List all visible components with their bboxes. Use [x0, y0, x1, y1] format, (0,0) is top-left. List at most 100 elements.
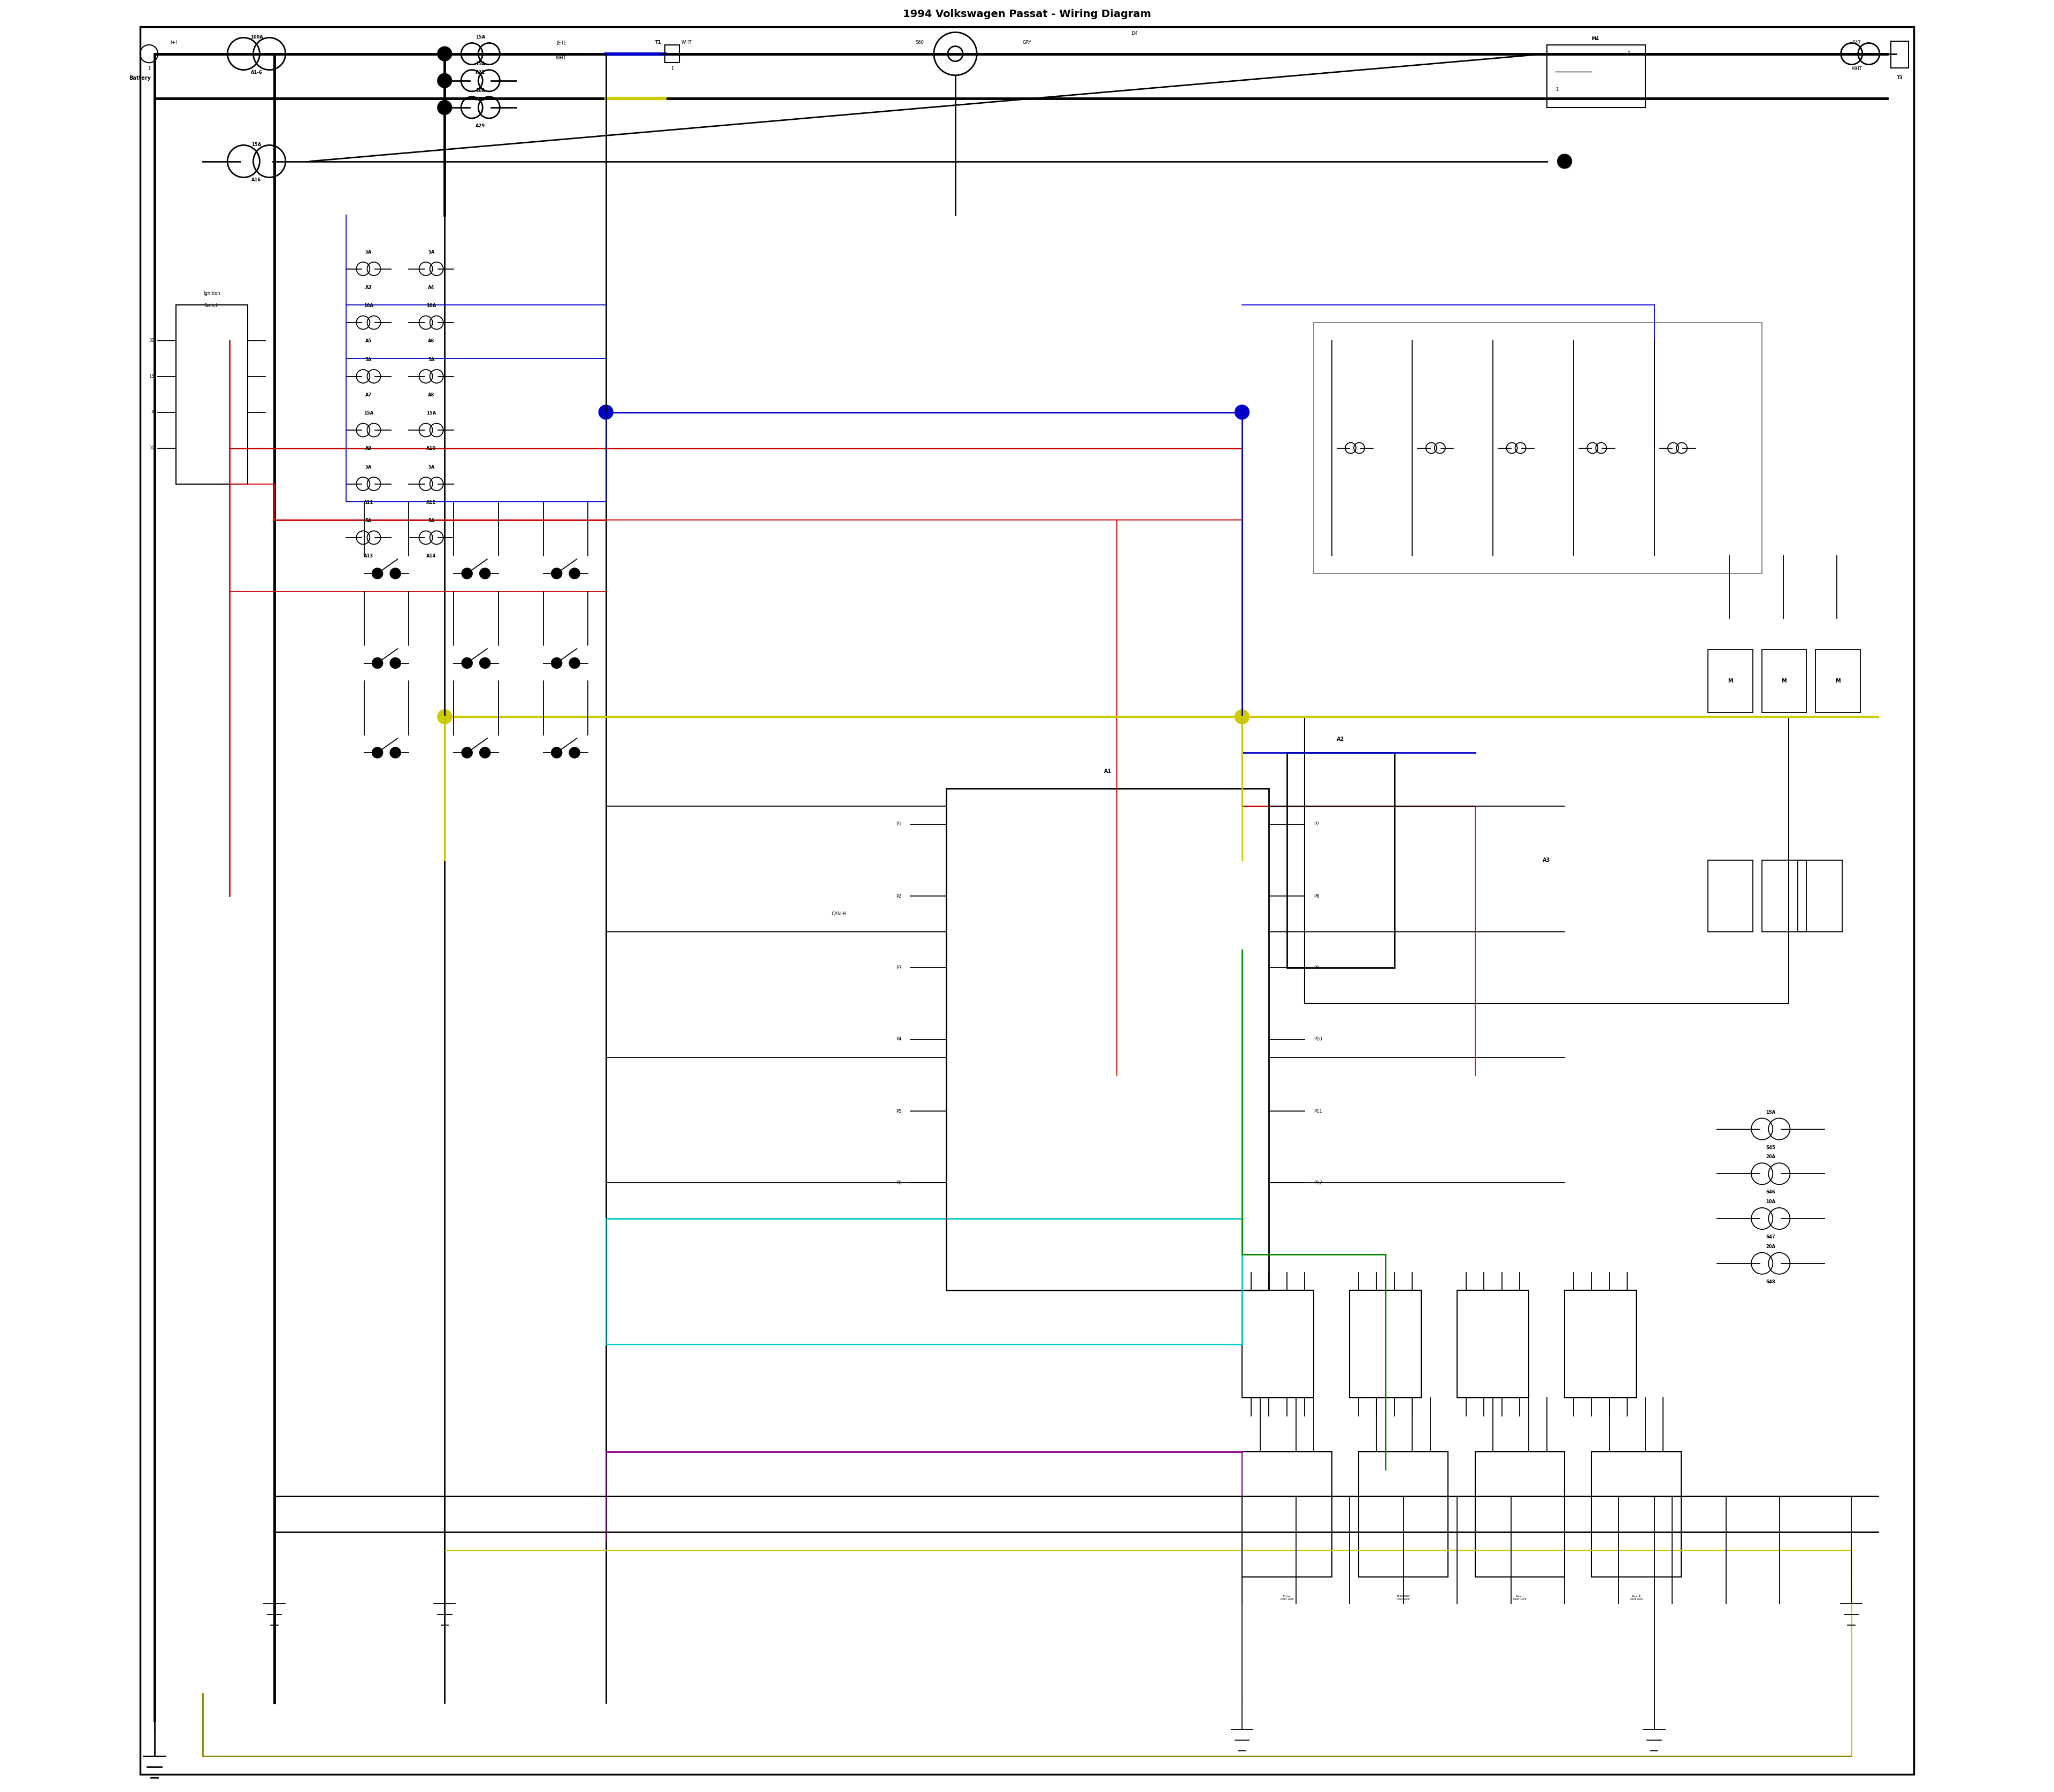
Text: P6: P6: [896, 1181, 902, 1185]
Circle shape: [462, 747, 472, 758]
Circle shape: [390, 658, 401, 668]
Bar: [1709, 649, 1752, 711]
Circle shape: [569, 747, 579, 758]
Text: 10A: 10A: [364, 303, 374, 308]
Circle shape: [1557, 154, 1571, 168]
Text: A13: A13: [364, 554, 374, 559]
Text: 50: 50: [148, 446, 154, 450]
Circle shape: [462, 658, 472, 668]
Bar: [1816, 649, 1861, 711]
Text: 30: 30: [148, 339, 154, 342]
Text: S48: S48: [1766, 1279, 1775, 1285]
Bar: [1592, 1452, 1680, 1577]
Text: WHT: WHT: [682, 39, 692, 45]
Bar: [1547, 45, 1645, 108]
Text: Rear L
Door Lock: Rear L Door Lock: [1514, 1595, 1526, 1600]
Bar: [1349, 1290, 1421, 1398]
Text: A1: A1: [1103, 769, 1111, 774]
Text: WHT: WHT: [1851, 66, 1861, 72]
Text: P10: P10: [1315, 1038, 1323, 1041]
Text: 5A: 5A: [366, 357, 372, 362]
Text: CAN-H: CAN-H: [832, 912, 846, 916]
Bar: [177, 305, 249, 484]
Text: A8: A8: [427, 392, 435, 398]
Circle shape: [372, 747, 382, 758]
Text: 1: 1: [148, 66, 150, 72]
Circle shape: [390, 747, 401, 758]
Text: D4: D4: [1132, 30, 1138, 36]
Text: T1: T1: [655, 39, 661, 45]
Circle shape: [479, 658, 491, 668]
Text: Rear R
Door Lock: Rear R Door Lock: [1629, 1595, 1643, 1600]
Text: 20A: 20A: [1766, 1154, 1775, 1159]
Bar: [1890, 41, 1908, 68]
Text: P7: P7: [1315, 823, 1319, 826]
Text: A14: A14: [427, 554, 435, 559]
Text: P11: P11: [1315, 1109, 1323, 1113]
Text: A3: A3: [1543, 858, 1551, 862]
Text: P12: P12: [1315, 1181, 1323, 1185]
Text: P3: P3: [896, 966, 902, 969]
Text: A29: A29: [477, 124, 485, 129]
Text: A4: A4: [427, 285, 435, 290]
Bar: [1762, 860, 1805, 932]
Bar: [1762, 649, 1805, 711]
Text: P5: P5: [896, 1109, 902, 1113]
Circle shape: [569, 658, 579, 668]
Circle shape: [479, 568, 491, 579]
Circle shape: [372, 658, 382, 668]
Bar: [1358, 1452, 1448, 1577]
Text: X: X: [152, 410, 154, 414]
Text: A16: A16: [251, 177, 261, 183]
Circle shape: [550, 658, 563, 668]
Text: A5: A5: [366, 339, 372, 344]
Text: S45: S45: [1766, 1145, 1775, 1150]
Text: P8: P8: [1315, 894, 1319, 898]
Text: Battery: Battery: [129, 75, 152, 81]
Text: 3: 3: [1627, 52, 1631, 56]
Text: A2: A2: [1337, 737, 1345, 742]
Text: (+): (+): [170, 39, 177, 45]
Bar: [606, 1219, 1243, 1344]
Text: [E1]: [E1]: [557, 39, 565, 45]
Text: M: M: [1727, 679, 1734, 683]
Text: 1994 Volkswagen Passat - Wiring Diagram: 1994 Volkswagen Passat - Wiring Diagram: [904, 9, 1150, 20]
Text: 10A: 10A: [427, 303, 435, 308]
Text: 5A: 5A: [366, 249, 372, 254]
Bar: [1243, 1452, 1331, 1577]
Circle shape: [438, 73, 452, 88]
Text: A11: A11: [364, 500, 374, 505]
Text: A21: A21: [477, 70, 485, 75]
Text: S60: S60: [916, 39, 924, 45]
Text: P9: P9: [1315, 966, 1319, 969]
Circle shape: [462, 568, 472, 579]
Text: 10A: 10A: [1766, 1199, 1775, 1204]
Text: A10: A10: [427, 446, 435, 452]
Circle shape: [438, 710, 452, 724]
Text: A6: A6: [427, 339, 435, 344]
Text: A1-6: A1-6: [251, 70, 263, 75]
Text: 15A: 15A: [364, 410, 374, 416]
Text: S46: S46: [1766, 1190, 1775, 1195]
Bar: [1475, 1452, 1565, 1577]
Bar: [947, 788, 1269, 1290]
Text: 15A: 15A: [251, 142, 261, 147]
Circle shape: [569, 568, 579, 579]
Circle shape: [550, 747, 563, 758]
Text: M: M: [1836, 679, 1840, 683]
Circle shape: [1234, 710, 1249, 724]
Text: M4: M4: [1592, 36, 1598, 41]
Text: A7: A7: [366, 392, 372, 398]
Bar: [1286, 753, 1395, 968]
Circle shape: [438, 100, 452, 115]
Text: T3: T3: [1896, 75, 1902, 81]
Bar: [1797, 860, 1842, 932]
Text: Ignition: Ignition: [203, 290, 220, 296]
Circle shape: [438, 47, 452, 61]
Bar: [1456, 1290, 1528, 1398]
Text: 20A: 20A: [1766, 1244, 1775, 1249]
Text: P1: P1: [896, 823, 902, 826]
Text: A3: A3: [366, 285, 372, 290]
Circle shape: [390, 568, 401, 579]
Text: P2: P2: [896, 894, 902, 898]
